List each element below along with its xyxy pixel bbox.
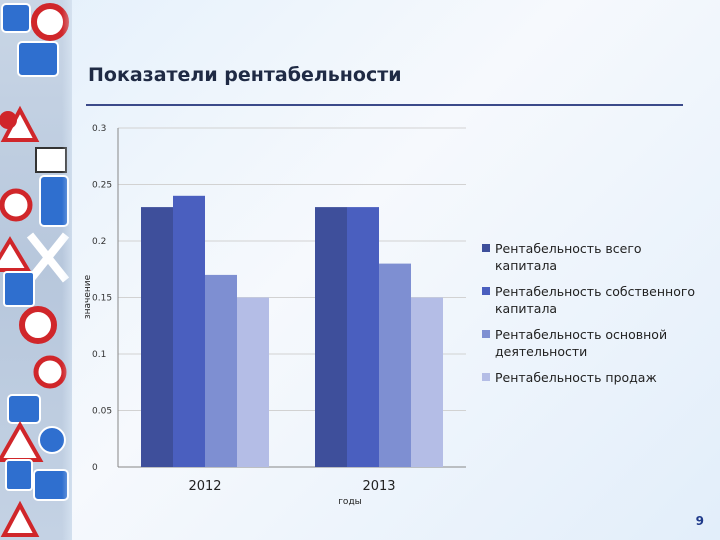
x-axis-title: годы [338, 497, 362, 507]
y-tick-label: 0.1 [92, 350, 106, 360]
x-category-label: 2013 [362, 479, 395, 494]
y-tick-label: 0.2 [92, 237, 106, 247]
legend-item: Рентабельность собственного капитала [482, 283, 707, 317]
bar [237, 297, 269, 467]
legend-swatch [482, 244, 490, 252]
slide-title: Показатели рентабельности [88, 64, 402, 86]
y-tick-label: 0 [92, 463, 98, 473]
y-tick-label: 0.3 [92, 124, 106, 134]
bar [141, 207, 173, 467]
chart-legend: Рентабельность всего капитала Рентабельно… [482, 240, 707, 395]
bar [411, 297, 443, 467]
sidebar-fade [62, 0, 72, 540]
legend-item: Рентабельность продаж [482, 369, 707, 386]
legend-item: Рентабельность основной деятельности [482, 326, 707, 360]
y-tick-label: 0.25 [92, 181, 112, 191]
legend-swatch [482, 373, 490, 381]
bar [205, 274, 237, 467]
y-tick-label: 0.05 [92, 407, 112, 417]
road-signs-decoration [0, 0, 72, 540]
y-tick-label: 0.15 [92, 294, 112, 304]
legend-swatch [482, 330, 490, 338]
bar [173, 195, 205, 468]
legend-label: Рентабельность всего капитала [495, 241, 642, 273]
title-underline [86, 104, 683, 106]
legend-swatch [482, 287, 490, 295]
page-number: 9 [695, 514, 704, 528]
legend-item: Рентабельность всего капитала [482, 240, 707, 274]
legend-label: Рентабельность основной деятельности [495, 327, 668, 359]
legend-label: Рентабельность собственного капитала [495, 284, 696, 316]
legend-label: Рентабельность продаж [495, 370, 657, 385]
y-axis-title: значение [83, 274, 93, 319]
x-category-label: 2012 [188, 479, 221, 494]
bar [347, 207, 379, 467]
bar [315, 207, 347, 467]
bar [379, 263, 411, 467]
